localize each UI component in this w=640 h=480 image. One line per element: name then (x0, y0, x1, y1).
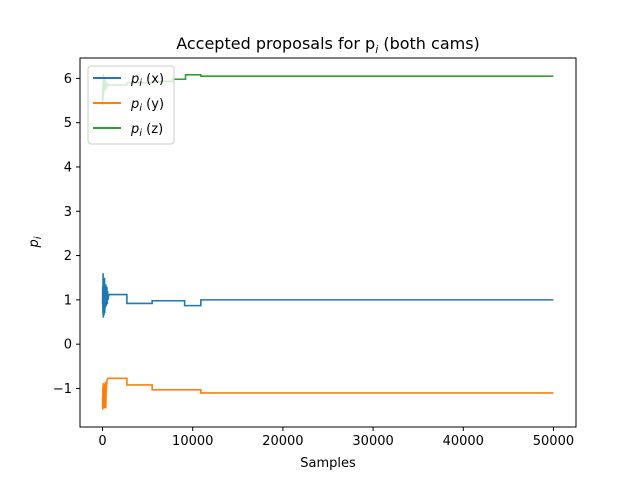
x-tick-label: 50000 (533, 434, 574, 449)
y-tick-label: 5 (64, 116, 72, 131)
x-tick-label: 10000 (172, 434, 213, 449)
axes-frame (79, 57, 577, 428)
series-line-0 (101, 273, 554, 318)
x-axis-ticks: 0 10000 20000 30000 40000 50000 (98, 427, 574, 449)
y-tick-label: 3 (64, 205, 72, 220)
chart-title-suffix: (both cams) (378, 34, 480, 53)
x-tick-label: 20000 (262, 434, 303, 449)
y-axis-label: pi (27, 236, 44, 248)
chart-title: Accepted proposals for pi (both cams) (176, 34, 480, 56)
y-axis-ticks: −1 0 1 2 3 4 5 6 (53, 72, 80, 397)
legend-label-0: pi (x) (130, 72, 164, 89)
x-tick-label: 40000 (443, 434, 484, 449)
legend-label-1: pi (y) (130, 97, 164, 114)
y-tick-label: 6 (64, 72, 72, 87)
y-tick-label: 1 (64, 293, 72, 308)
x-axis-label: Samples (300, 456, 356, 471)
series-line-1 (101, 377, 554, 410)
x-tick-label: 30000 (352, 434, 393, 449)
y-tick-label: 4 (64, 160, 72, 175)
y-axis-label-subscript: i (33, 236, 44, 239)
chart-title-subscript: i (375, 43, 378, 56)
y-tick-label: 2 (64, 249, 72, 264)
y-tick-label: −1 (53, 382, 72, 397)
svg-text:pi: pi (27, 236, 44, 248)
x-tick-label: 0 (98, 434, 106, 449)
legend-box (87, 65, 175, 145)
y-tick-label: 0 (64, 338, 72, 353)
chart-title-main: Accepted proposals for p (176, 34, 375, 53)
y-axis-label-main: p (27, 239, 42, 248)
legend: pi (x) pi (y) pi (z) (87, 65, 175, 145)
legend-entries: pi (x) pi (y) pi (z) (93, 72, 164, 139)
legend-label-2: pi (z) (130, 122, 163, 139)
